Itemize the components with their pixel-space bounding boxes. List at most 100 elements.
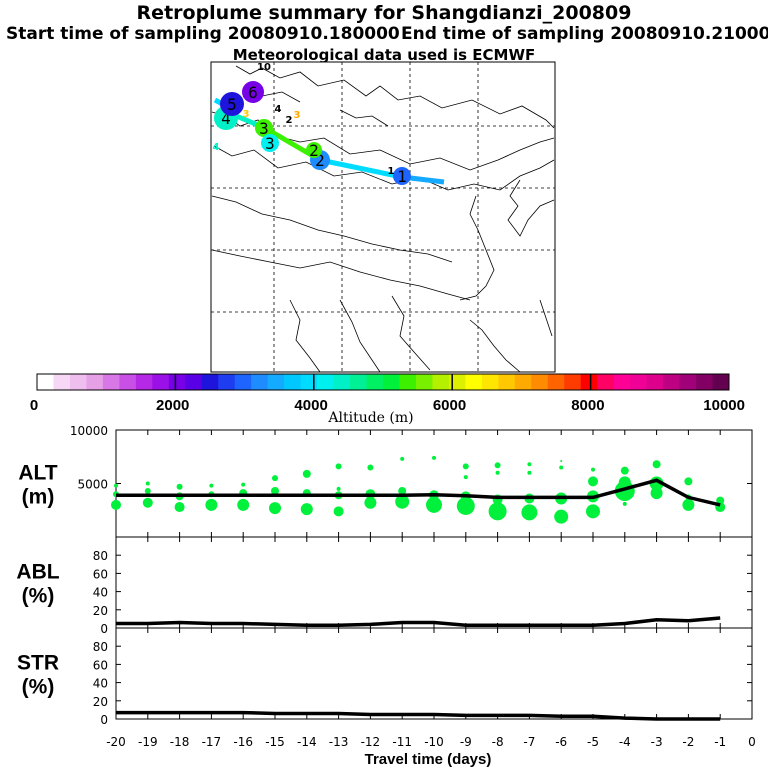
trajectory-point-label: 3	[294, 110, 301, 121]
altitude-cluster-point	[521, 504, 538, 521]
colorbar-segment	[234, 374, 252, 390]
altitude-cluster-point	[272, 475, 278, 482]
colorbar-segment	[383, 374, 400, 390]
map-frame	[210, 61, 556, 373]
colorbar-tick-label: 2000	[156, 397, 189, 414]
trajectory-point	[261, 134, 279, 152]
time-series-panels: 500010000ALT(m)020406080ABL(%)020406080S…	[16, 424, 755, 749]
colorbar-segment	[597, 374, 615, 390]
altitude-cluster-point	[488, 502, 507, 521]
colorbar-segment	[646, 374, 664, 390]
y-tick-label: 0	[100, 622, 108, 636]
trajectory-point	[306, 142, 322, 158]
y-axis-label: (%)	[22, 676, 55, 699]
chart-title: Retroplume summary for Shangdianzi_20080…	[136, 2, 632, 24]
colorbar-segment	[350, 374, 368, 390]
y-axis-label: (m)	[22, 486, 55, 509]
altitude-cluster-point	[426, 496, 442, 513]
altitude-cluster-point	[527, 462, 532, 467]
altitude-cluster-point	[111, 499, 121, 510]
colorbar-segment	[69, 374, 87, 390]
colorbar-segment	[251, 374, 269, 390]
x-tick-label: -14	[297, 735, 317, 749]
x-tick-label: -8	[492, 735, 504, 749]
altitude-cluster-point	[560, 460, 563, 463]
panel-abl: 0 20 40 60 80 ABL(%)	[16, 536, 753, 636]
altitude-cluster-point	[209, 483, 214, 488]
altitude-cluster-point	[205, 498, 218, 511]
colorbar-segment	[564, 374, 582, 390]
series-line-alt	[116, 478, 721, 507]
colorbar-segment	[679, 374, 697, 390]
x-tick-label: -18	[170, 735, 190, 749]
colorbar-segment	[37, 374, 54, 390]
x-tick-label: -5	[587, 735, 599, 749]
colorbar-segment	[712, 374, 730, 390]
altitude-cluster-point	[618, 476, 631, 489]
trajectory-point	[220, 92, 244, 116]
altitude-cluster-point	[559, 465, 564, 470]
sampling-times: Start time of sampling 20080910.180000 E…	[6, 24, 768, 44]
altitude-cluster-point	[684, 477, 693, 486]
colorbar-segment	[201, 374, 219, 390]
map-coastlines	[211, 65, 555, 381]
altitude-cluster-point	[400, 456, 405, 461]
trajectory-point-label: 2	[309, 141, 319, 160]
colorbar-label: Altitude (m)	[327, 410, 413, 426]
colorbar-segment	[696, 374, 714, 390]
altitude-cluster-point	[463, 475, 468, 480]
altitude-cluster-point	[333, 506, 344, 517]
altitude-cluster-point	[176, 483, 183, 490]
altitude-cluster-point	[364, 496, 377, 509]
colorbar-segment	[333, 374, 351, 390]
colorbar-frame	[36, 373, 730, 391]
x-tick-label: -12	[361, 735, 381, 749]
colorbar-segment	[481, 374, 499, 390]
colorbar-segment	[218, 374, 236, 390]
altitude-cluster-point	[591, 467, 595, 472]
trajectory-segment	[319, 157, 403, 180]
y-tick-label: 5000	[77, 478, 108, 492]
altitude-cluster-point	[398, 486, 407, 495]
map-graticule	[211, 62, 555, 372]
colorbar-tick-label: 6000	[433, 397, 466, 414]
altitude-cluster-point	[241, 482, 246, 487]
end-time-label: End time of sampling 20080910.210000	[401, 24, 768, 44]
y-tick-label: 80	[93, 640, 108, 654]
colorbar-segment	[613, 374, 631, 390]
y-tick-label: 80	[93, 549, 108, 563]
trajectory-point-label: 1	[388, 166, 395, 177]
altitude-cluster-point	[716, 496, 725, 505]
x-tick-label: -10	[424, 735, 444, 749]
x-tick-label: -9	[460, 735, 472, 749]
x-tick-label: -7	[523, 735, 535, 749]
trajectory-point-label: 3	[259, 119, 269, 138]
altitude-cluster-point	[174, 502, 185, 513]
colorbar-segment	[119, 374, 137, 390]
colorbar-segment	[432, 374, 450, 390]
colorbar-segment	[399, 374, 417, 390]
y-axis-label: (%)	[22, 585, 55, 608]
y-axis-label: STR	[17, 652, 59, 675]
altitude-cluster-point	[495, 470, 500, 475]
trajectory-point	[242, 81, 264, 103]
colorbar-segment	[366, 374, 384, 390]
altitude-cluster-point	[588, 476, 598, 487]
colorbar-segment	[531, 374, 549, 390]
met-data-label: Meteorological data used is ECMWF	[232, 46, 536, 64]
x-tick-label: -15	[265, 735, 285, 749]
colorbar-segment	[547, 374, 565, 390]
colorbar-tick-label: 8000	[571, 397, 604, 414]
altitude-cluster-point	[456, 496, 475, 515]
panel-frame	[115, 627, 753, 720]
altitude-cluster-point	[682, 498, 695, 511]
y-tick-label: 20	[93, 604, 108, 618]
trajectory-point-label: 10	[257, 62, 271, 73]
trajectory-point-label: 2	[286, 115, 293, 126]
altitude-cluster-point	[237, 498, 250, 511]
x-tick-label: -1	[714, 735, 726, 749]
colorbar-segment	[415, 374, 433, 390]
trajectory-point-label: 3	[265, 134, 275, 153]
